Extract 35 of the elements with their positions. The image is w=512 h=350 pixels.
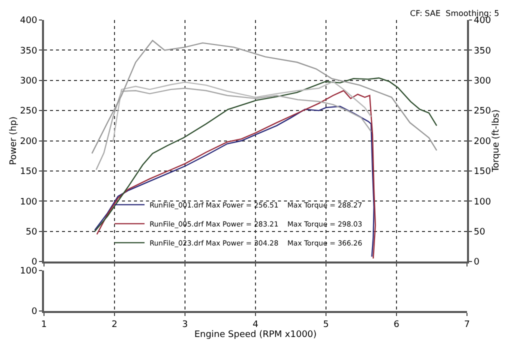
x-axis-title: Engine Speed (RPM x1000) <box>194 330 317 340</box>
x-tick-label: 1 <box>41 320 47 330</box>
y-tick-label: 100 <box>20 197 38 208</box>
y2-tick-label: 100 <box>474 197 492 208</box>
text: CF: SAE Smoothing: 5 <box>410 9 500 18</box>
x-tick-label: 5 <box>323 320 329 330</box>
y-tick-label: 0 <box>31 258 38 268</box>
line-series <box>91 40 438 154</box>
x-tick-label: 3 <box>182 320 188 330</box>
y2-tick-label: 200 <box>474 136 492 147</box>
y2-tick-label: 50 <box>474 227 486 238</box>
y-tick-label: 0 <box>31 307 38 318</box>
y2-tick-label: 250 <box>474 106 492 117</box>
y-tick-label: 100 <box>20 266 38 276</box>
y-tick-label: 400 <box>20 16 38 26</box>
x-tick-label: 2 <box>112 320 118 330</box>
y2-tick-label: 300 <box>474 76 492 87</box>
y-tick-label: 200 <box>20 136 38 147</box>
y2-tick-label: 150 <box>474 167 492 178</box>
x-tick-label: 4 <box>252 320 259 330</box>
x-tick-label: 7 <box>464 320 470 330</box>
y-tick-label: 300 <box>20 76 38 87</box>
line-series <box>96 88 372 170</box>
y-tick-label: 150 <box>20 167 38 178</box>
y2-tick-label: 0 <box>474 258 480 268</box>
y-tick-label: 350 <box>20 46 38 56</box>
x-tick-label: 6 <box>394 320 400 330</box>
y2-axis-title: Torque (ft-lbs) <box>492 109 502 174</box>
y-tick-label: 50 <box>26 227 38 238</box>
line-series <box>94 77 438 232</box>
y-axis-title: Power (hp) <box>8 116 19 166</box>
y2-tick-label: 350 <box>474 46 492 56</box>
y2-tick-label: 400 <box>474 16 492 26</box>
y-tick-label: 250 <box>20 106 38 117</box>
line-series <box>112 80 372 142</box>
